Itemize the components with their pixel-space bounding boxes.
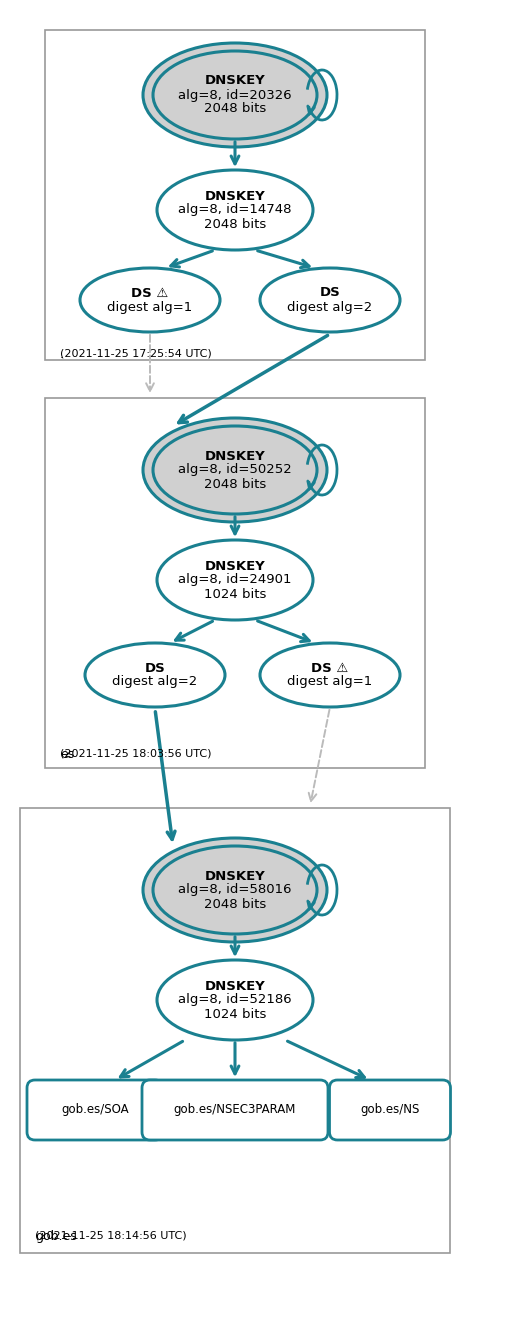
- Ellipse shape: [153, 846, 317, 935]
- Text: DNSKEY: DNSKEY: [205, 870, 265, 883]
- Ellipse shape: [143, 838, 327, 942]
- Text: (2021-11-25 18:03:56 UTC): (2021-11-25 18:03:56 UTC): [60, 748, 211, 758]
- Ellipse shape: [157, 170, 313, 249]
- Bar: [45, 399, 425, 768]
- Text: 2048 bits: 2048 bits: [204, 478, 266, 491]
- Ellipse shape: [80, 268, 220, 333]
- Ellipse shape: [143, 418, 327, 521]
- Text: DS: DS: [319, 286, 340, 300]
- Text: 2048 bits: 2048 bits: [204, 103, 266, 116]
- Text: gob.es/SOA: gob.es/SOA: [61, 1104, 129, 1117]
- Text: DNSKEY: DNSKEY: [205, 979, 265, 993]
- FancyArrowPatch shape: [176, 622, 212, 640]
- FancyArrowPatch shape: [231, 141, 239, 164]
- FancyArrowPatch shape: [179, 335, 328, 422]
- FancyBboxPatch shape: [27, 1080, 163, 1140]
- Text: digest alg=2: digest alg=2: [287, 301, 373, 314]
- FancyArrowPatch shape: [231, 937, 239, 954]
- FancyArrowPatch shape: [258, 251, 309, 268]
- Text: .: .: [60, 348, 64, 360]
- Ellipse shape: [85, 643, 225, 708]
- FancyArrowPatch shape: [155, 711, 175, 840]
- Text: alg=8, id=14748: alg=8, id=14748: [178, 203, 292, 216]
- FancyBboxPatch shape: [330, 1080, 451, 1140]
- Ellipse shape: [153, 426, 317, 513]
- FancyArrowPatch shape: [309, 710, 329, 801]
- Text: DS ⚠: DS ⚠: [311, 661, 349, 675]
- Text: es: es: [60, 748, 74, 762]
- Text: 2048 bits: 2048 bits: [204, 218, 266, 231]
- FancyArrowPatch shape: [231, 516, 239, 533]
- Ellipse shape: [143, 44, 327, 147]
- Bar: [45, 30, 425, 360]
- FancyArrowPatch shape: [231, 1043, 239, 1073]
- Text: gob.es: gob.es: [35, 1230, 77, 1243]
- Text: DS ⚠: DS ⚠: [132, 286, 168, 300]
- Text: DNSKEY: DNSKEY: [205, 450, 265, 462]
- Text: alg=8, id=24901: alg=8, id=24901: [178, 573, 292, 586]
- Ellipse shape: [157, 540, 313, 620]
- Text: gob.es/NS: gob.es/NS: [360, 1104, 420, 1117]
- Text: DNSKEY: DNSKEY: [205, 74, 265, 87]
- FancyArrowPatch shape: [146, 335, 154, 391]
- Ellipse shape: [157, 960, 313, 1040]
- Text: gob.es/NSEC3PARAM: gob.es/NSEC3PARAM: [174, 1104, 296, 1117]
- Bar: [20, 808, 450, 1253]
- Ellipse shape: [260, 643, 400, 708]
- Text: digest alg=1: digest alg=1: [287, 676, 373, 689]
- Text: 1024 bits: 1024 bits: [204, 1007, 266, 1020]
- FancyBboxPatch shape: [142, 1080, 328, 1140]
- Text: alg=8, id=50252: alg=8, id=50252: [178, 463, 292, 477]
- Text: (2021-11-25 17:25:54 UTC): (2021-11-25 17:25:54 UTC): [60, 348, 212, 358]
- FancyArrowPatch shape: [258, 620, 309, 642]
- Text: (2021-11-25 18:14:56 UTC): (2021-11-25 18:14:56 UTC): [35, 1230, 187, 1239]
- FancyArrowPatch shape: [288, 1041, 365, 1077]
- Text: 2048 bits: 2048 bits: [204, 898, 266, 911]
- Text: digest alg=2: digest alg=2: [112, 676, 198, 689]
- Text: digest alg=1: digest alg=1: [108, 301, 193, 314]
- Text: DNSKEY: DNSKEY: [205, 560, 265, 573]
- Text: alg=8, id=58016: alg=8, id=58016: [178, 883, 292, 896]
- Text: DS: DS: [144, 661, 165, 675]
- Text: 1024 bits: 1024 bits: [204, 587, 266, 601]
- Text: DNSKEY: DNSKEY: [205, 190, 265, 202]
- Text: alg=8, id=52186: alg=8, id=52186: [178, 994, 292, 1006]
- FancyArrowPatch shape: [171, 251, 212, 267]
- FancyArrowPatch shape: [120, 1041, 183, 1077]
- Text: alg=8, id=20326: alg=8, id=20326: [178, 88, 292, 102]
- Ellipse shape: [153, 51, 317, 139]
- Ellipse shape: [260, 268, 400, 333]
